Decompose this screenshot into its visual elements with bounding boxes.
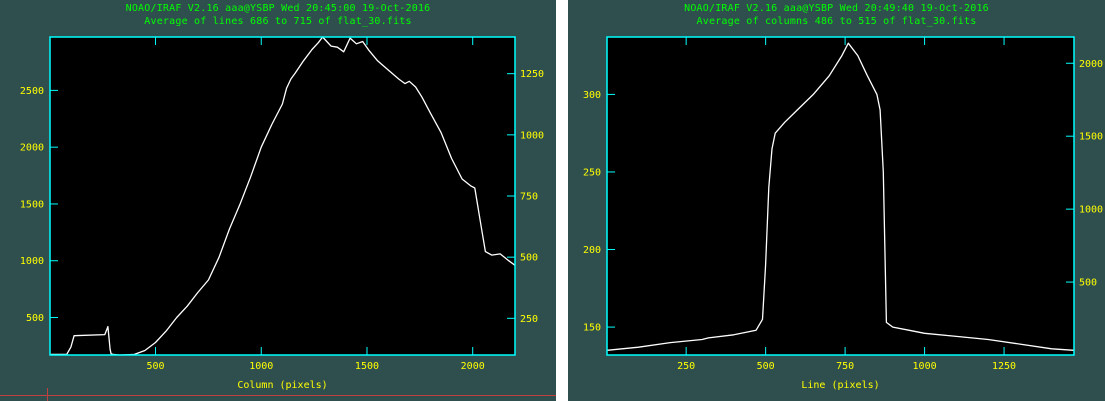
plot-frame (606, 36, 1075, 356)
y2-tick-label: 500 (520, 253, 538, 264)
plot-title: Average of columns 486 to 515 of flat_30… (696, 16, 977, 27)
y-tick-label: 1000 (20, 256, 44, 267)
red-guide-vertical (47, 388, 48, 401)
y2-tick-label: 500 (1079, 278, 1097, 289)
x-tick-label: 1250 (992, 361, 1016, 372)
x-tick-label: 500 (146, 361, 164, 372)
x-axis-label: Line (pixels) (801, 380, 879, 391)
plot-title: Average of lines 686 to 715 of flat_30.f… (144, 16, 412, 27)
plot-area (607, 37, 1074, 355)
x-tick-label: 1000 (913, 361, 937, 372)
y-tick-label: 150 (583, 323, 601, 334)
y-tick-label: 2000 (20, 143, 44, 154)
plot-area (50, 37, 515, 355)
y-tick-label: 500 (26, 313, 44, 324)
x-tick-label: 1500 (355, 361, 379, 372)
x-tick-label: 750 (836, 361, 854, 372)
x-tick-label: 250 (677, 361, 695, 372)
line-plot-right: 250 500 750 1000 1250 150 200 250 300 500 1000 1500… (583, 36, 1103, 391)
y2-tick-label: 1000 (1079, 205, 1103, 216)
y-tick-label: 200 (583, 245, 601, 256)
red-guide-horizontal (0, 395, 556, 396)
x-tick-label: 2000 (461, 361, 485, 372)
y2-tick-label: 1000 (520, 130, 544, 141)
y-tick-label: 250 (583, 167, 601, 178)
y2-tick-label: 1250 (520, 69, 544, 80)
y2-tick-label: 1500 (1079, 132, 1103, 143)
plot-window-right: NOAO/IRAF V2.16 aaa@YSBP Wed 20:49:40 19… (568, 0, 1105, 401)
header-line: NOAO/IRAF V2.16 aaa@YSBP Wed 20:49:40 19… (684, 3, 989, 14)
x-tick-label: 500 (757, 361, 775, 372)
y-tick-label: 2500 (20, 86, 44, 97)
data-trace (606, 42, 1075, 351)
y-tick-label: 1500 (20, 199, 44, 210)
y2-tick-label: 750 (520, 192, 538, 203)
y-tick-label: 300 (583, 90, 601, 101)
y2-tick-label: 250 (520, 314, 538, 325)
y2-tick-label: 2000 (1079, 59, 1103, 70)
plot-frame (49, 36, 516, 356)
plot-window-left: NOAO/IRAF V2.16 aaa@YSBP Wed 20:45:00 19… (0, 0, 556, 401)
x-axis-label: Column (pixels) (237, 380, 327, 391)
x-tick-label: 1000 (249, 361, 273, 372)
window-gap (556, 0, 568, 401)
header-line: NOAO/IRAF V2.16 aaa@YSBP Wed 20:45:00 19… (125, 3, 431, 14)
line-plot-left: 500 1000 1500 2000 500 1000 1500 2000 2500 250 500… (20, 36, 544, 391)
